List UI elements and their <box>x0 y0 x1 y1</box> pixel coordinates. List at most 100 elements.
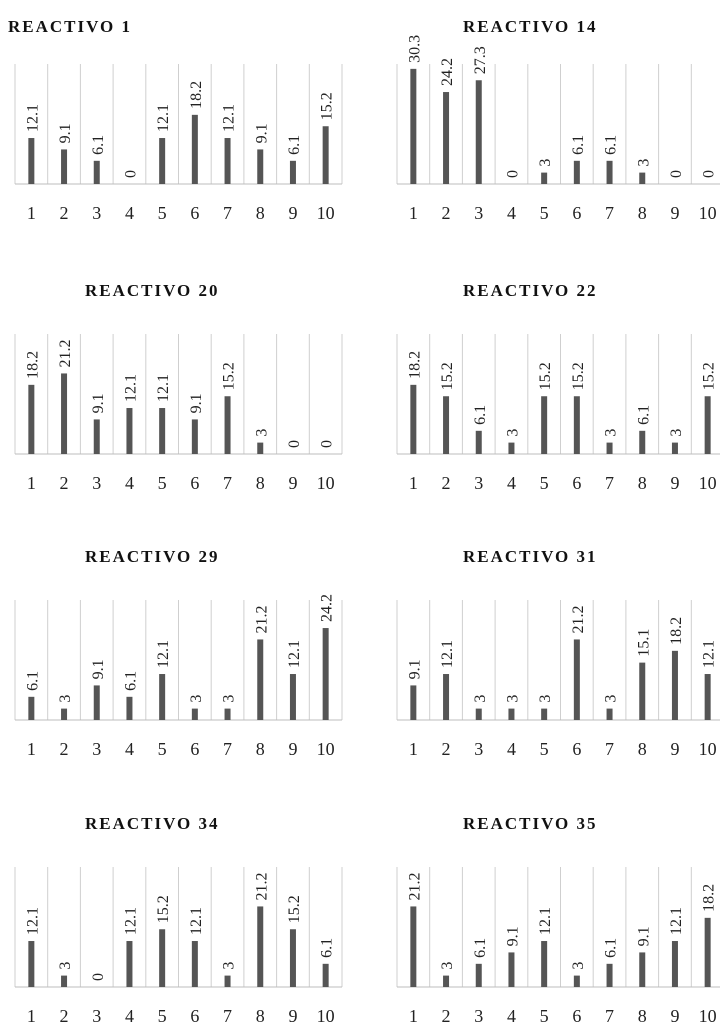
data-label: 3 <box>635 159 652 167</box>
chart-reactivo-35: REACTIVO 35 21.2 1 3 2 6.1 3 9.1 4 12.1 5 3 6 6.1 7 9.1… <box>396 814 720 1026</box>
bar <box>639 952 646 987</box>
tick-label: 1 <box>27 473 36 493</box>
data-label: 9.1 <box>504 926 521 946</box>
bar <box>671 941 678 987</box>
bar <box>322 126 329 184</box>
tick-label: 5 <box>158 473 167 493</box>
tick-label: 7 <box>605 739 614 759</box>
data-label: 6.1 <box>286 135 303 155</box>
tick-label: 7 <box>223 203 232 223</box>
data-label: 18.2 <box>188 81 205 109</box>
tick-label: 9 <box>670 739 679 759</box>
data-label: 3 <box>537 695 554 703</box>
bar <box>541 941 548 987</box>
tick-label: 10 <box>317 1006 335 1026</box>
tick-label: 8 <box>638 739 647 759</box>
data-label: 6.1 <box>90 135 107 155</box>
tick-label: 6 <box>190 203 199 223</box>
tick-label: 6 <box>572 473 581 493</box>
chart-title: REACTIVO 35 <box>463 814 598 833</box>
bar <box>191 708 198 720</box>
tick-label: 8 <box>256 1006 265 1026</box>
bar <box>289 674 296 720</box>
data-label: 24.2 <box>319 594 336 622</box>
bar <box>28 138 35 184</box>
chart-title: REACTIVO 22 <box>463 281 598 300</box>
bar <box>704 396 711 454</box>
bar <box>639 172 646 184</box>
data-label: 18.2 <box>406 351 423 379</box>
data-label: 18.2 <box>668 617 685 645</box>
data-label: 12.1 <box>668 907 685 935</box>
tick-label: 7 <box>223 739 232 759</box>
bar <box>224 396 231 454</box>
bar <box>541 708 548 720</box>
bar <box>704 674 711 720</box>
data-label: 21.2 <box>253 605 270 633</box>
data-label: 15.1 <box>635 629 652 657</box>
bar <box>573 160 580 184</box>
tick-label: 9 <box>288 739 297 759</box>
tick-label: 7 <box>605 1006 614 1026</box>
tick-label: 1 <box>27 739 36 759</box>
data-label: 12.1 <box>155 104 172 132</box>
bar <box>443 674 450 720</box>
bar <box>606 963 613 987</box>
tick-label: 1 <box>409 473 418 493</box>
data-label: 0 <box>504 170 521 178</box>
tick-label: 3 <box>474 473 483 493</box>
tick-label: 5 <box>158 739 167 759</box>
tick-label: 4 <box>125 203 134 223</box>
tick-label: 2 <box>60 739 69 759</box>
chart-reactivo-31: REACTIVO 31 9.1 1 12.1 2 3 3 3 4 3 5 21.2 6 3 7 15.1 8 18… <box>396 547 720 759</box>
bar <box>475 430 482 454</box>
tick-label: 4 <box>125 473 134 493</box>
bar <box>191 941 198 987</box>
data-label: 3 <box>668 429 685 437</box>
bar <box>508 952 515 987</box>
data-label: 3 <box>57 695 74 703</box>
bar <box>224 138 231 184</box>
bar <box>443 975 450 987</box>
data-label: 9.1 <box>253 123 270 143</box>
tick-label: 6 <box>190 473 199 493</box>
data-label: 6.1 <box>472 938 489 958</box>
bar <box>126 408 133 454</box>
data-label: 3 <box>603 429 620 437</box>
data-label: 12.1 <box>24 907 41 935</box>
bar <box>573 975 580 987</box>
data-label: 15.2 <box>439 362 456 390</box>
bar <box>475 80 482 184</box>
chart-reactivo-29: REACTIVO 29 6.1 1 3 2 9.1 3 6.1 4 12.1 5 3 6 3 7 21.2 8 1… <box>14 547 343 759</box>
tick-label: 8 <box>638 1006 647 1026</box>
data-label: 0 <box>668 170 685 178</box>
tick-label: 2 <box>442 473 451 493</box>
tick-label: 10 <box>699 203 717 223</box>
bar <box>28 696 35 720</box>
data-label: 3 <box>221 695 238 703</box>
data-label: 15.2 <box>155 895 172 923</box>
tick-label: 5 <box>540 473 549 493</box>
bar <box>573 396 580 454</box>
data-label: 21.2 <box>57 339 74 367</box>
chart-title: REACTIVO 20 <box>85 281 220 300</box>
bar <box>322 628 329 720</box>
data-label: 12.1 <box>155 640 172 668</box>
data-label: 12.1 <box>439 640 456 668</box>
tick-label: 4 <box>507 203 516 223</box>
bar <box>28 941 35 987</box>
tick-label: 2 <box>442 1006 451 1026</box>
data-label: 12.1 <box>701 640 718 668</box>
bar <box>61 708 68 720</box>
data-label: 6.1 <box>122 671 139 691</box>
data-label: 9.1 <box>90 659 107 679</box>
tick-label: 5 <box>158 203 167 223</box>
data-label: 15.2 <box>570 362 587 390</box>
chart-title: REACTIVO 34 <box>85 814 220 833</box>
tick-label: 5 <box>540 203 549 223</box>
data-label: 0 <box>90 973 107 981</box>
bar <box>322 963 329 987</box>
bar <box>541 172 548 184</box>
data-label: 3 <box>253 429 270 437</box>
data-label: 15.2 <box>221 362 238 390</box>
